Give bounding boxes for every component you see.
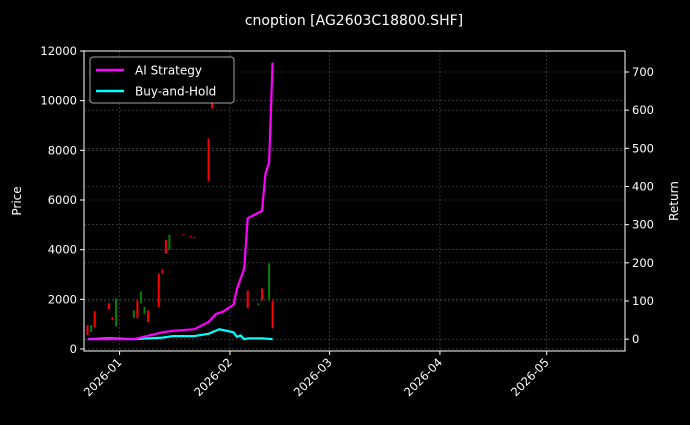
series-lines <box>87 62 274 341</box>
y-left-tick-label: 6000 <box>48 193 77 207</box>
candle-down <box>207 138 210 182</box>
candle-down <box>147 310 150 323</box>
candle-down <box>260 288 263 301</box>
candle-up <box>132 310 135 319</box>
y-right-tick-label: 600 <box>632 103 654 117</box>
y-right-tick-label: 300 <box>632 218 654 232</box>
candle-up <box>268 263 271 301</box>
x-tick-label: 2026-05 <box>508 355 552 399</box>
candle-down <box>271 300 274 329</box>
legend-label-strategy: AI Strategy <box>135 64 202 78</box>
y-right-tick-label: 200 <box>632 256 654 270</box>
chart-title: cnoption [AG2603C18800.SHF] <box>245 13 463 29</box>
y-right-tick-label: 500 <box>632 141 654 155</box>
y-right-tick-label: 700 <box>632 65 654 79</box>
x-tick-label: 2026-03 <box>291 355 335 399</box>
candle-down <box>182 234 185 236</box>
y-left-tick-label: 12000 <box>40 44 77 58</box>
candle-up <box>90 325 93 333</box>
legend-label-buy-hold: Buy-and-Hold <box>135 85 216 99</box>
x-tick-label: 2026-01 <box>81 355 125 399</box>
candle-down <box>246 290 249 309</box>
candle-down <box>164 239 167 254</box>
candle-down <box>136 300 139 319</box>
candle-down <box>93 311 96 328</box>
plot-frame <box>83 50 626 352</box>
candle-down <box>86 325 89 336</box>
candle-down <box>193 237 196 239</box>
y-left-tick-label: 8000 <box>48 143 77 157</box>
y-left-tick-label: 2000 <box>48 292 77 306</box>
x-tick-label: 2026-02 <box>191 355 235 399</box>
candles <box>86 75 274 336</box>
candle-up <box>257 303 260 306</box>
y-left-tick-label: 0 <box>70 342 77 356</box>
buy-and-hold-line <box>87 328 273 341</box>
candle-up <box>115 298 118 327</box>
legend: AI Strategy Buy-and-Hold <box>89 56 235 104</box>
candle-up <box>139 291 142 304</box>
y-left-tick-label: 4000 <box>48 243 77 257</box>
candle-down <box>236 249 239 251</box>
ai-strategy-line <box>87 62 274 341</box>
x-tick-label: 2026-04 <box>401 355 445 399</box>
y-left-tick-label: 10000 <box>40 94 77 108</box>
y-axis-left-label: Price <box>10 186 24 215</box>
y-right-tick-label: 100 <box>632 294 654 308</box>
candle-down <box>189 235 192 237</box>
candle-down <box>161 269 164 274</box>
candle-down <box>111 317 114 321</box>
candle-down <box>107 303 110 310</box>
candle-down <box>157 273 160 308</box>
y-right-tick-label: 400 <box>632 179 654 193</box>
candle-up <box>143 306 146 315</box>
candle-up <box>168 234 171 250</box>
x-axis: 2026-01 2026-02 2026-03 2026-04 2026-05 <box>81 351 552 399</box>
y-axis-right-label: Return <box>667 181 681 221</box>
y-axis-left: 0 2000 4000 6000 8000 10000 12000 <box>40 44 84 356</box>
y-axis-right: 0 100 200 300 400 500 600 700 <box>625 65 654 346</box>
y-right-tick-label: 0 <box>632 332 639 346</box>
legend-box <box>89 56 235 104</box>
